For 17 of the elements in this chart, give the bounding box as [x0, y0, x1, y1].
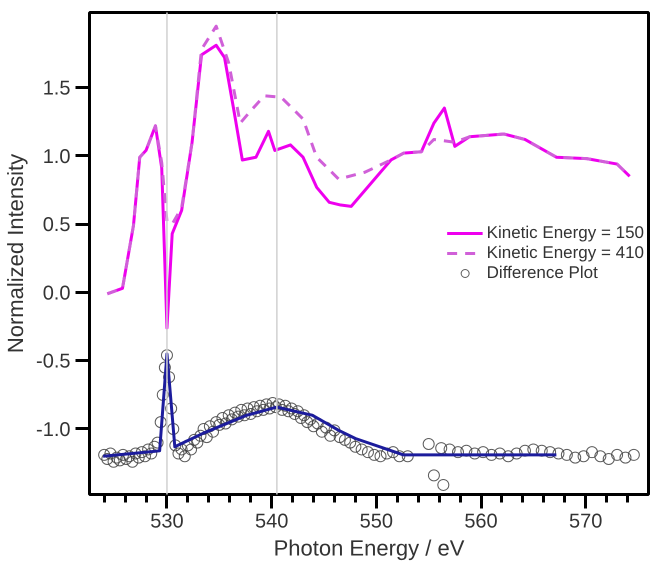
y-axis-title: Normalized Intensity	[3, 154, 28, 354]
legend-label: Kinetic Energy = 150	[486, 223, 644, 243]
y-tick-label: 1.0	[42, 146, 71, 168]
y-tick-label: 0.5	[42, 214, 71, 236]
x-axis-title: Photon Energy / eV	[274, 536, 465, 560]
line-series	[102, 352, 558, 458]
y-tick-label: -0.5	[36, 350, 71, 373]
x-tick-label: 540	[254, 510, 288, 532]
x-tick-label: 570	[569, 510, 602, 532]
legend-label: Kinetic Energy = 410	[486, 243, 644, 263]
x-tick-label: 560	[464, 510, 498, 532]
y-tick-label: 0.0	[42, 282, 71, 304]
y-tick-label: -1.0	[36, 418, 71, 441]
legend-label: Difference Plot	[486, 263, 598, 283]
y-tick-label: 1.5	[42, 78, 71, 100]
x-tick-label: 530	[150, 510, 184, 532]
x-tick-label: 550	[360, 510, 394, 532]
